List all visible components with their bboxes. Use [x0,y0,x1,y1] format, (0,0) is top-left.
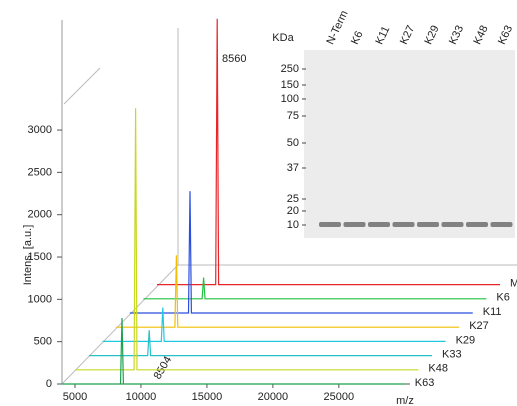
gel-band [368,222,390,227]
gel-lane: K11 [373,24,392,46]
y-tick-label: 1500 [28,251,52,263]
gel-band [442,222,464,227]
series-line [116,255,459,327]
series-label: K48 [428,363,448,375]
y-tick-label: 0 [46,378,52,390]
series-label: K29 [456,334,476,346]
gel-marker: 37 [287,162,299,174]
gel-band [466,222,488,227]
gel-marker: 50 [287,137,299,149]
gel-lane: K27 [398,24,417,47]
gel-marker: 10 [287,219,299,231]
gel-band [417,222,439,227]
y-tick-label: 2000 [28,209,52,221]
series-label: K33 [442,349,462,361]
gel-lane: K6 [349,29,366,46]
gel-marker: 25 [287,193,299,205]
x-tick-label: 5000 [63,391,87,403]
gel-band [393,222,415,227]
x-axis-title: m/z [396,395,414,406]
gel-marker: 100 [281,93,299,105]
gel-band [344,222,366,227]
y-tick-label: 500 [34,336,52,348]
series-line [89,330,432,355]
y-tick-label: 1000 [28,293,52,305]
gel-lane: K63 [496,24,515,47]
x-tick-label: 20000 [258,391,289,403]
gel-unit: KDa [272,32,294,44]
gel-lane: N-Term [324,9,350,47]
gel-lane: K48 [471,24,490,47]
gel [304,50,515,238]
gel-marker: 250 [281,63,299,75]
x-tick-label: 10000 [126,391,157,403]
gel-lane: K29 [422,24,441,47]
series-label: K63 [415,377,435,389]
chart: Intens. [a.u.] m/z 8560 8504 KDa 2501501… [0,0,517,406]
annotation: 8560 [222,53,246,65]
gel-marker: 75 [287,110,299,122]
x-tick-label: 15000 [192,391,223,403]
series-line [62,318,405,384]
series-line [143,278,486,299]
series-label: K11 [483,306,502,318]
x-tick-label: 25000 [324,391,355,403]
series-label: K6 [496,292,509,304]
annotation: 8504 [152,354,175,381]
gel-band [491,222,513,227]
y-tick-label: 2500 [28,166,52,178]
gel-band [319,222,341,227]
series-label: K27 [469,320,489,332]
y-tick-label: 3000 [28,124,52,136]
gel-lane: K33 [447,24,466,47]
gel-marker: 150 [281,79,299,91]
series-label: M1 [510,278,517,290]
gel-marker: 20 [287,205,299,217]
